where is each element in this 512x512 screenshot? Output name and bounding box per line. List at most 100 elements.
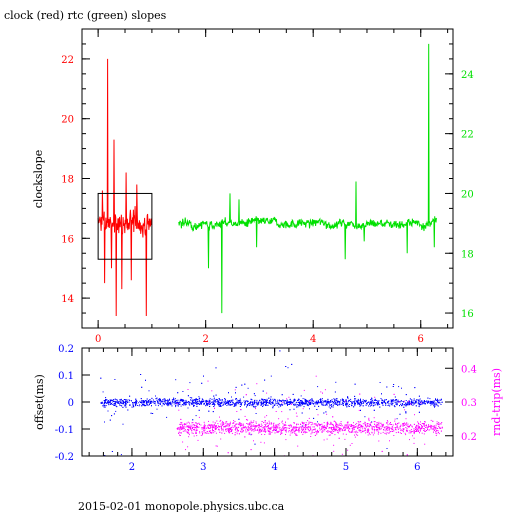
offset-point — [370, 404, 372, 406]
rnd-trip-point — [235, 429, 237, 431]
rnd-trip-point — [355, 430, 357, 432]
offset-point — [322, 398, 323, 400]
rnd-trip-point — [270, 422, 272, 424]
offset-point — [339, 404, 341, 406]
offset-point — [332, 402, 334, 404]
offset-point — [334, 391, 336, 393]
offset-point — [334, 403, 336, 405]
offset-point — [103, 404, 105, 406]
rnd-trip-point — [362, 423, 364, 425]
slope-y-tick-label: 18 — [61, 175, 74, 186]
offset-point — [437, 400, 439, 402]
rnd-trip-point — [351, 431, 352, 433]
rnd-trip-point — [181, 428, 183, 430]
offset-point — [293, 404, 294, 406]
offset-point — [219, 402, 221, 404]
rnd-trip-point — [183, 427, 185, 429]
offset-point — [279, 404, 281, 406]
rnd-trip-point — [408, 426, 409, 428]
rnd-trip-point — [245, 426, 247, 428]
offset-x-tick-label: 4 — [271, 462, 277, 473]
offset-point — [332, 406, 334, 408]
offset-point — [137, 405, 139, 406]
rnd-trip-point — [367, 430, 369, 432]
offset-point — [129, 400, 131, 401]
rnd-trip-point — [335, 428, 337, 430]
rnd-trip-point — [275, 425, 277, 427]
rnd-trip-point — [295, 428, 297, 430]
offset-point — [418, 405, 420, 407]
rnd-trip-point — [189, 424, 191, 426]
rnd-trip-point — [188, 430, 190, 432]
rnd-trip-point — [391, 426, 393, 427]
rnd-trip-point — [372, 429, 374, 431]
rnd-trip-point — [427, 429, 428, 431]
offset-point — [345, 403, 347, 405]
offset-point — [430, 404, 432, 406]
rnd-trip-point — [212, 426, 214, 428]
offset-y-tick-label: 0.2 — [58, 344, 74, 355]
offset-point — [128, 401, 130, 403]
offset-point — [403, 406, 405, 408]
offset-point — [133, 402, 135, 403]
rnd-trip-point — [331, 423, 333, 425]
offset-point — [309, 408, 310, 410]
offset-point — [351, 404, 353, 406]
rnd-trip-point — [264, 424, 266, 425]
rnd-trip-point — [252, 425, 254, 427]
rnd-trip-point — [295, 433, 297, 435]
rnd-trip-point — [301, 432, 302, 433]
offset-point — [134, 401, 136, 403]
offset-point — [294, 399, 296, 401]
offset-point — [219, 399, 221, 401]
offset-point — [440, 404, 442, 405]
rnd-trip-point — [249, 423, 250, 425]
offset-point — [354, 383, 356, 385]
rnd-trip-point — [358, 429, 360, 431]
rnd-trip-point — [248, 433, 250, 435]
rnd-trip-point — [381, 450, 383, 452]
rnd-trip-point — [259, 429, 261, 431]
offset-point — [424, 400, 425, 402]
offset-point — [264, 399, 266, 401]
offset-point — [222, 401, 224, 403]
rnd-trip-point — [225, 428, 227, 430]
offset-point — [146, 401, 148, 402]
rtc-y-tick-label: 16 — [461, 309, 474, 320]
rnd-trip-point — [208, 432, 210, 434]
offset-point — [430, 401, 432, 403]
offset-point — [308, 403, 310, 405]
offset-point — [199, 404, 201, 405]
rnd-trip-point — [340, 421, 342, 423]
rnd-trip-point — [367, 428, 369, 430]
rnd-trip-point — [371, 426, 373, 428]
offset-point — [405, 402, 407, 404]
offset-point — [265, 402, 267, 404]
offset-point — [241, 402, 243, 404]
rnd-trip-point — [342, 433, 344, 435]
offset-point — [111, 415, 113, 417]
rnd-trip-point — [366, 423, 368, 425]
offset-point — [190, 399, 191, 401]
rnd-trip-point — [255, 422, 257, 424]
offset-point — [345, 400, 347, 402]
rnd-trip-point — [318, 423, 320, 425]
offset-point — [286, 401, 287, 403]
rnd-trip-point — [418, 427, 419, 429]
offset-point — [196, 405, 198, 407]
offset-point — [122, 402, 124, 404]
offset-point — [225, 403, 226, 405]
rnd-trip-point — [365, 432, 367, 434]
rnd-trip-point — [333, 426, 335, 428]
rnd-trip-point — [434, 429, 435, 431]
offset-point — [391, 400, 392, 402]
offset-point — [301, 412, 303, 414]
offset-point — [170, 402, 171, 404]
rnd-trip-point — [187, 427, 189, 429]
rnd-trip-point — [402, 430, 404, 432]
rnd-trip-point — [404, 409, 406, 411]
rnd-trip-point — [258, 426, 260, 428]
offset-point — [341, 398, 343, 400]
offset-point — [278, 404, 280, 405]
offset-point — [372, 405, 374, 407]
